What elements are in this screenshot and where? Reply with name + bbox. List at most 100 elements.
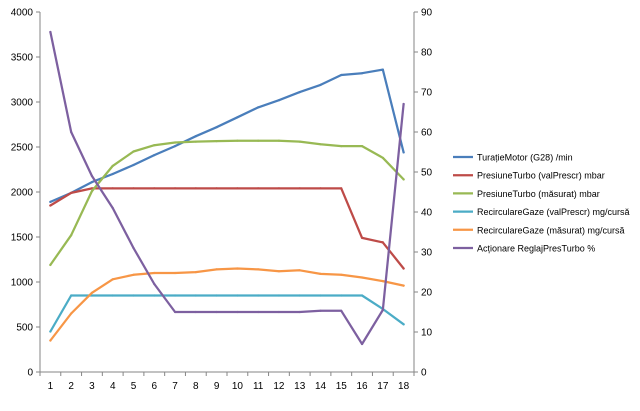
series-point bbox=[402, 323, 405, 326]
x-tick-label: 17 bbox=[377, 381, 389, 392]
series-point bbox=[153, 154, 156, 157]
series-point bbox=[70, 294, 73, 297]
x-tick-label: 15 bbox=[336, 381, 348, 392]
legend-label: TurațieMotor (G28) /min bbox=[477, 153, 573, 163]
legend-label: PresiuneTurbo (măsurat) mbar bbox=[477, 189, 600, 199]
series-point bbox=[215, 310, 218, 314]
y-right-tick-label: 90 bbox=[421, 8, 433, 19]
series-point bbox=[70, 130, 73, 134]
series-point bbox=[236, 187, 239, 190]
series-point bbox=[402, 102, 405, 106]
series-point bbox=[298, 294, 301, 297]
series-point bbox=[340, 187, 343, 190]
y-right-tick-label: 20 bbox=[421, 288, 433, 299]
series-point bbox=[49, 263, 52, 266]
x-tick-label: 13 bbox=[294, 381, 306, 392]
series-point bbox=[215, 140, 218, 143]
legend-label: RecirculareGaze (valPrescr) mg/cursă bbox=[477, 207, 630, 217]
x-tick-label: 2 bbox=[68, 381, 74, 392]
y-right-tick-label: 60 bbox=[421, 128, 433, 139]
series-point bbox=[153, 294, 156, 297]
series-point bbox=[257, 310, 260, 314]
series-point bbox=[236, 139, 239, 142]
series-point bbox=[173, 294, 177, 297]
x-tick-label: 18 bbox=[398, 381, 410, 392]
series-point bbox=[277, 187, 281, 190]
series-point bbox=[277, 139, 281, 142]
series-point bbox=[277, 99, 281, 102]
x-tick-label: 11 bbox=[253, 381, 264, 392]
legend-label: Acționare ReglajPresTurbo % bbox=[477, 244, 595, 254]
series-point bbox=[319, 309, 322, 312]
series-point bbox=[111, 172, 114, 176]
series-point bbox=[90, 190, 94, 193]
series-point bbox=[257, 268, 260, 271]
series-point bbox=[257, 106, 260, 109]
series-point bbox=[90, 291, 94, 294]
series-point bbox=[194, 294, 197, 297]
series-group bbox=[49, 294, 405, 333]
y-left-tick-label: 3500 bbox=[11, 53, 34, 64]
series-point bbox=[132, 246, 135, 250]
series-point bbox=[381, 280, 384, 283]
series-point bbox=[277, 294, 281, 297]
x-tick-label: 4 bbox=[110, 381, 116, 392]
y-right-tick-label: 30 bbox=[421, 248, 433, 259]
series-point bbox=[70, 234, 73, 237]
series-point bbox=[111, 278, 114, 281]
series-point bbox=[49, 204, 52, 207]
series-point bbox=[153, 144, 156, 147]
series-point bbox=[111, 187, 114, 190]
series-point bbox=[319, 187, 322, 190]
y-left-tick-label: 2500 bbox=[11, 143, 34, 154]
series-point bbox=[236, 116, 239, 119]
series-point bbox=[319, 272, 322, 275]
series-point bbox=[49, 339, 52, 342]
series-point bbox=[70, 312, 73, 315]
series-point bbox=[381, 68, 384, 71]
series-point bbox=[340, 273, 343, 276]
y-left-tick-label: 0 bbox=[27, 368, 33, 379]
y-right-tick-label: 0 bbox=[421, 368, 427, 379]
y-right-tick-label: 50 bbox=[421, 168, 433, 179]
series-point bbox=[173, 271, 177, 275]
series-point bbox=[173, 141, 177, 144]
series-point bbox=[173, 187, 177, 190]
y-left-tick-label: 2000 bbox=[11, 188, 34, 199]
series-line bbox=[49, 68, 405, 204]
series-point bbox=[236, 267, 239, 270]
series-point bbox=[402, 178, 405, 181]
x-tick-label: 3 bbox=[89, 381, 95, 392]
series-point bbox=[194, 187, 197, 190]
series-point bbox=[298, 187, 301, 190]
series-line bbox=[49, 139, 405, 267]
x-tick-label: 10 bbox=[232, 381, 244, 392]
y-left-tick-label: 500 bbox=[16, 323, 33, 334]
x-tick-label: 7 bbox=[172, 381, 178, 392]
series-point bbox=[90, 181, 94, 184]
y-right-tick-label: 40 bbox=[421, 208, 433, 219]
series-point bbox=[111, 206, 114, 210]
legend-label: PresiuneTurbo (valPrescr) mbar bbox=[477, 171, 605, 181]
series-point bbox=[298, 310, 301, 314]
series-point bbox=[381, 156, 384, 159]
x-tick-label: 14 bbox=[315, 381, 327, 392]
series-line bbox=[49, 267, 405, 342]
series-point bbox=[215, 187, 218, 190]
series-point bbox=[194, 310, 197, 314]
series-group bbox=[49, 187, 405, 270]
series-point bbox=[360, 72, 364, 75]
series-point bbox=[381, 241, 384, 244]
x-tick-label: 1 bbox=[48, 381, 54, 392]
series-group bbox=[49, 267, 405, 342]
series-point bbox=[360, 294, 364, 297]
series-point bbox=[132, 294, 135, 297]
series-point bbox=[173, 310, 177, 314]
series-point bbox=[319, 83, 322, 86]
series-point bbox=[194, 271, 197, 274]
series-point bbox=[340, 294, 343, 297]
y-left-tick-label: 1000 bbox=[11, 278, 34, 289]
series-point bbox=[132, 163, 135, 167]
series-point bbox=[257, 187, 260, 190]
